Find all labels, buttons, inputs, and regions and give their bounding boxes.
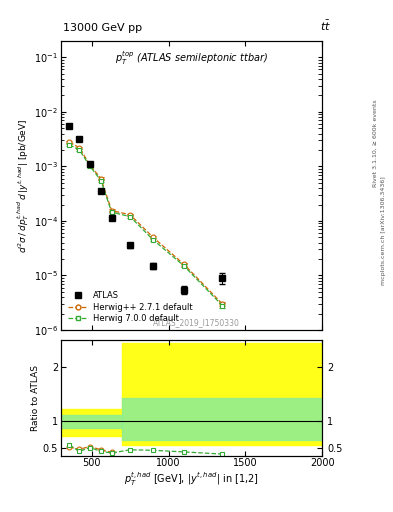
- Text: ATLAS_2019_I1750330: ATLAS_2019_I1750330: [153, 318, 240, 327]
- Text: $p_T^{top}$ (ATLAS semileptonic ttbar): $p_T^{top}$ (ATLAS semileptonic ttbar): [115, 50, 268, 68]
- Text: Rivet 3.1.10, ≥ 600k events: Rivet 3.1.10, ≥ 600k events: [373, 99, 378, 187]
- Text: mcplots.cern.ch [arXiv:1306.3436]: mcplots.cern.ch [arXiv:1306.3436]: [381, 176, 386, 285]
- Y-axis label: $d^2\sigma\,/\,dp_T^{t,had}\,d\,|y^{t,had}|$ [pb/GeV]: $d^2\sigma\,/\,dp_T^{t,had}\,d\,|y^{t,ha…: [16, 118, 31, 253]
- Text: $t\bar{t}$: $t\bar{t}$: [320, 19, 331, 33]
- Y-axis label: Ratio to ATLAS: Ratio to ATLAS: [31, 365, 40, 431]
- Legend: ATLAS, Herwig++ 2.7.1 default, Herwig 7.0.0 default: ATLAS, Herwig++ 2.7.1 default, Herwig 7.…: [65, 289, 195, 326]
- X-axis label: $p_T^{t,had}$ [GeV], $|y^{t,had}|$ in [1,2]: $p_T^{t,had}$ [GeV], $|y^{t,had}|$ in [1…: [124, 471, 259, 488]
- Text: 13000 GeV pp: 13000 GeV pp: [63, 23, 142, 33]
